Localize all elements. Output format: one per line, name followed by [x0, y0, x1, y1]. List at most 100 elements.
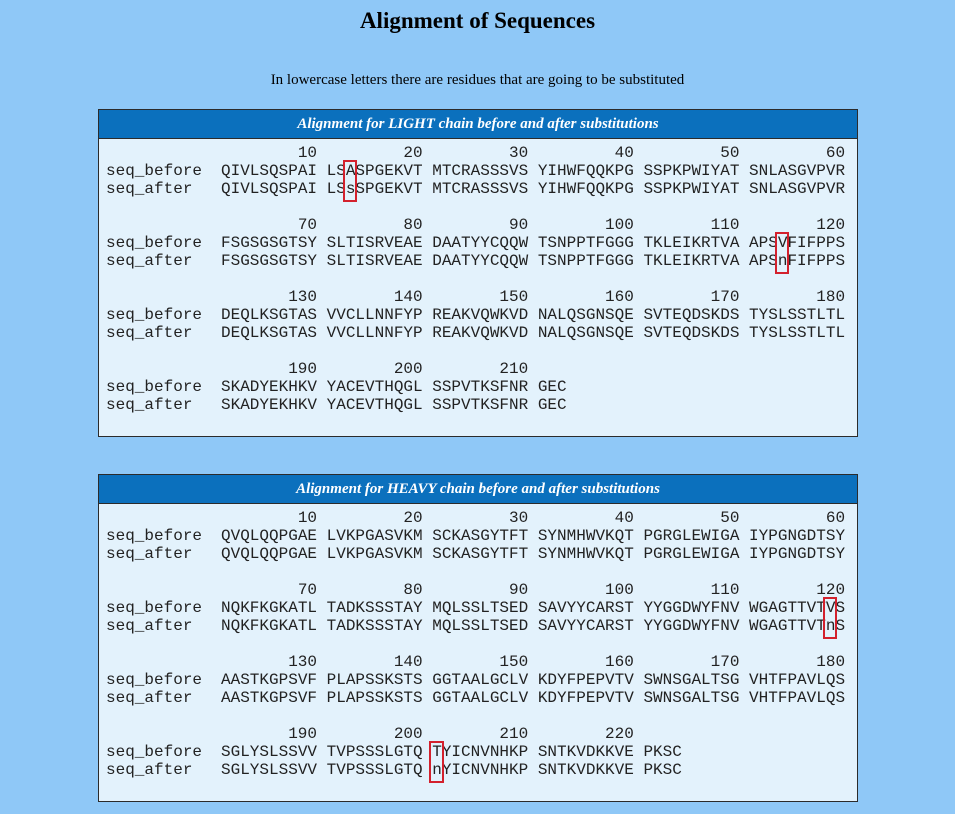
position-number: 100	[605, 581, 634, 599]
position-number: 60	[825, 509, 846, 527]
substitution-highlight	[342, 160, 358, 202]
residue-group: SVTEQDSKDS	[643, 306, 740, 324]
panel-header: Alignment for LIGHT chain before and aft…	[99, 110, 857, 139]
position-number: 60	[825, 144, 846, 162]
alignment-block: 190 200 210 220 seq_before SGLYSLSSVV TVPSSSLG…	[106, 725, 857, 783]
sequence-label: seq_after	[106, 617, 193, 635]
residue-group: TSNPPTFGGG	[537, 234, 634, 252]
alignment-block: 70 80 90 100 110 120 seq_before NQKFKGKATL TADKS…	[106, 581, 857, 639]
residue-group: AASTKGPSVF	[221, 689, 318, 707]
spacer	[106, 144, 221, 162]
residue-group: TVPSSSLGTQ	[326, 743, 423, 761]
position-number: 10	[297, 509, 318, 527]
residue-group: QVQLQQPGAE	[221, 527, 318, 545]
sequence-row: seq_after QVQLQQPGAE LVKPGASVKM SCKASGYTFT S…	[106, 545, 857, 563]
sequence-row: seq_before SGLYSLSSVV TVPSSSLGTQ TYICNVNHKP…	[106, 743, 857, 761]
residue-group: SCKASGYTFT	[432, 527, 529, 545]
position-number: 10	[297, 144, 318, 162]
position-ruler: 10 20 30 40 50 60	[106, 144, 857, 162]
sequence-label: seq_before	[106, 743, 203, 761]
residue-group: MQLSSLTSED	[432, 599, 529, 617]
residue-group: REAKVQWKVD	[432, 306, 529, 324]
position-number: 160	[605, 288, 634, 306]
residue-group: SNTKVDKKVE	[537, 761, 634, 779]
position-number: 150	[499, 288, 529, 306]
residue-group: MQLSSLTSED	[432, 617, 529, 635]
residue-group: PLAPSSKSTS	[326, 689, 423, 707]
residue-group: LVKPGASVKM	[326, 527, 423, 545]
residue-group: LSsSPGEKVT	[326, 180, 423, 198]
residue-group: YACEVTHQGL	[326, 378, 423, 396]
position-number: 110	[710, 581, 740, 599]
position-number: 30	[509, 144, 529, 162]
sequence-label: seq_after	[106, 761, 193, 779]
alignment-panel: Alignment for LIGHT chain before and aft…	[98, 109, 858, 437]
sequence-label: seq_before	[106, 306, 203, 324]
residue-group: TKLEIKRTVA	[643, 234, 740, 252]
spacer	[106, 288, 221, 306]
residue-group: QIVLSQSPAI	[221, 180, 318, 198]
residue-group: KDYFPEPVTV	[537, 689, 634, 707]
residue-group: GGTAALGCLV	[432, 689, 529, 707]
residue-group: KDYFPEPVTV	[537, 671, 634, 689]
sequence-row: seq_before AASTKGPSVF PLAPSSKSTS GGTAALGCLV…	[106, 671, 857, 689]
residue-group: DEQLKSGTAS	[221, 324, 318, 342]
panel-body: 10 20 30 40 50 60 seq_before QVQLQQPGAE LVKPGASV…	[99, 504, 857, 783]
residue-group: YYGGDWYFNV	[643, 599, 740, 617]
residue-group: VVCLLNNFYP	[326, 324, 423, 342]
residue-group: NQKFKGKATL	[221, 599, 318, 617]
position-ruler: 70 80 90 100 110 120	[106, 216, 857, 234]
residue-group: TSNPPTFGGG	[537, 252, 634, 270]
position-number: 210	[499, 725, 529, 743]
alignment-block: 130 140 150 160 170 180 seq_before AASTKGPSVF PL…	[106, 653, 857, 707]
residue-group: PKSC	[643, 761, 682, 779]
residue-group: TADKSSSTAY	[326, 599, 423, 617]
residue-group: SCKASGYTFT	[432, 545, 529, 563]
residue-group: YIHWFQQKPG	[537, 180, 634, 198]
residue-group: TYSLSSTLTL	[749, 306, 846, 324]
residue-group: TYICNVNHKP	[432, 743, 529, 761]
position-number: 170	[710, 653, 740, 671]
residue-group: SLTISRVEAE	[326, 252, 423, 270]
position-number: 40	[614, 144, 634, 162]
residue-group: PGRGLEWIGA	[643, 527, 740, 545]
position-number: 190	[288, 360, 318, 378]
position-number: 200	[393, 360, 423, 378]
sequence-row: seq_after FSGSGSGTSY SLTISRVEAE DAATYYCQQW T…	[106, 252, 857, 270]
position-ruler: 190 200 210	[106, 360, 857, 378]
sequence-row: seq_before DEQLKSGTAS VVCLLNNFYP REAKVQWKVD…	[106, 306, 857, 324]
spacer	[106, 216, 221, 234]
residue-group: SSPVTKSFNR	[432, 396, 529, 414]
position-number: 150	[499, 653, 529, 671]
position-ruler: 130 140 150 160 170 180	[106, 288, 857, 306]
position-ruler: 130 140 150 160 170 180	[106, 653, 857, 671]
position-number: 180	[816, 288, 846, 306]
position-ruler: 190 200 210 220	[106, 725, 857, 743]
spacer	[106, 725, 221, 743]
residue-group: SYNMHWVKQT	[537, 545, 634, 563]
sequence-label: seq_before	[106, 378, 203, 396]
panel-body: 10 20 30 40 50 60 seq_before QIVLSQSPAI LSASPGEK…	[99, 139, 857, 414]
position-number: 30	[509, 509, 529, 527]
sequence-label: seq_after	[106, 180, 193, 198]
sequence-row: seq_after NQKFKGKATL TADKSSSTAY MQLSSLTSED S…	[106, 617, 857, 635]
alignment-block: 10 20 30 40 50 60 seq_before QVQLQQPGAE LVKPGASV…	[106, 509, 857, 563]
residue-group: nYICNVNHKP	[432, 761, 529, 779]
residue-group: YYGGDWYFNV	[643, 617, 740, 635]
residue-group: SNTKVDKKVE	[537, 743, 634, 761]
residue-group: SYNMHWVKQT	[537, 527, 634, 545]
sequence-row: seq_after QIVLSQSPAI LSsSPGEKVT MTCRASSSVS Y…	[106, 180, 857, 198]
sequence-row: seq_after SKADYEKHKV YACEVTHQGL SSPVTKSFNR G…	[106, 396, 857, 414]
subtitle: In lowercase letters there are residues …	[270, 72, 685, 88]
title: Alignment of Sequences	[359, 8, 596, 33]
alignment-panel: Alignment for HEAVY chain before and aft…	[98, 474, 858, 802]
alignment-block: 10 20 30 40 50 60 seq_before QIVLSQSPAI LSASPGEK…	[106, 144, 857, 202]
residue-group: MTCRASSSVS	[432, 162, 529, 180]
position-number: 20	[403, 509, 423, 527]
residue-group: AASTKGPSVF	[221, 671, 318, 689]
position-number: 50	[720, 144, 740, 162]
residue-group: VVCLLNNFYP	[326, 306, 423, 324]
position-number: 40	[614, 509, 634, 527]
sequence-label: seq_before	[106, 599, 203, 617]
residue-group: APSnFIFPPS	[749, 252, 846, 270]
